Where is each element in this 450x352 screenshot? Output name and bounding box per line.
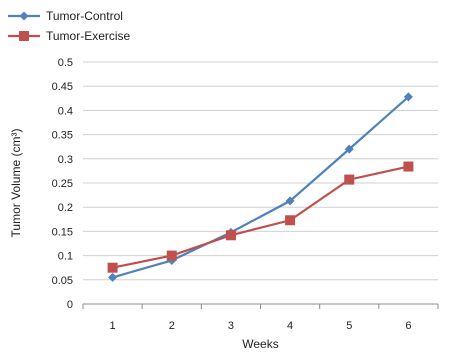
y-tick-label: 0.35 — [52, 130, 73, 142]
data-point — [108, 272, 118, 282]
y-axis-ticks: 0 0.05 0.1 0.15 0.2 0.25 0.3 0.35 0.4 0.45 0.5 — [52, 57, 73, 311]
x-tick-label: 4 — [287, 320, 293, 332]
legend-label: Tumor-Exercise — [46, 29, 131, 43]
x-tick-label: 5 — [346, 320, 352, 332]
y-tick-label: 0.3 — [58, 154, 73, 166]
x-axis-title: Weeks — [242, 337, 278, 351]
data-point — [166, 250, 177, 261]
y-tick-label: 0.4 — [58, 105, 73, 117]
data-point — [107, 262, 118, 273]
legend-marker — [19, 31, 29, 41]
series-line — [112, 96, 410, 279]
legend-marker — [19, 11, 29, 21]
x-tick-label: 1 — [110, 320, 116, 332]
legend-item: Tumor-Control — [8, 9, 123, 23]
data-point — [344, 174, 355, 185]
y-tick-label: 0.2 — [58, 202, 73, 214]
series-2 — [107, 161, 414, 273]
series-line — [112, 165, 409, 269]
legend-label: Tumor-Control — [46, 9, 123, 23]
legend: Tumor-Control Tumor-Exercise — [8, 9, 131, 43]
y-tick-label: 0.45 — [52, 81, 73, 93]
data-point — [225, 230, 236, 241]
data-point — [344, 144, 354, 154]
x-tick-label: 6 — [405, 320, 411, 332]
y-tick-label: 0 — [67, 299, 73, 311]
y-tick-label: 0.1 — [58, 251, 73, 263]
series-1 — [108, 92, 413, 282]
y-tick-label: 0.25 — [52, 178, 73, 190]
y-tick-label: 0.5 — [58, 57, 73, 69]
data-point — [285, 215, 296, 226]
legend-item: Tumor-Exercise — [8, 29, 131, 43]
series-layer — [107, 92, 414, 282]
data-point — [403, 161, 414, 172]
x-tick-label: 3 — [228, 320, 234, 332]
gridlines — [83, 61, 438, 281]
y-tick-label: 0.15 — [52, 226, 73, 238]
y-axis-title: Tumor Volume (cm³) — [9, 129, 23, 238]
x-axis-ticks: 1 2 3 4 5 6 — [82, 304, 439, 332]
data-point — [285, 196, 295, 206]
y-tick-label: 0.05 — [52, 275, 73, 287]
x-tick-label: 2 — [169, 320, 175, 332]
data-point — [403, 92, 413, 102]
